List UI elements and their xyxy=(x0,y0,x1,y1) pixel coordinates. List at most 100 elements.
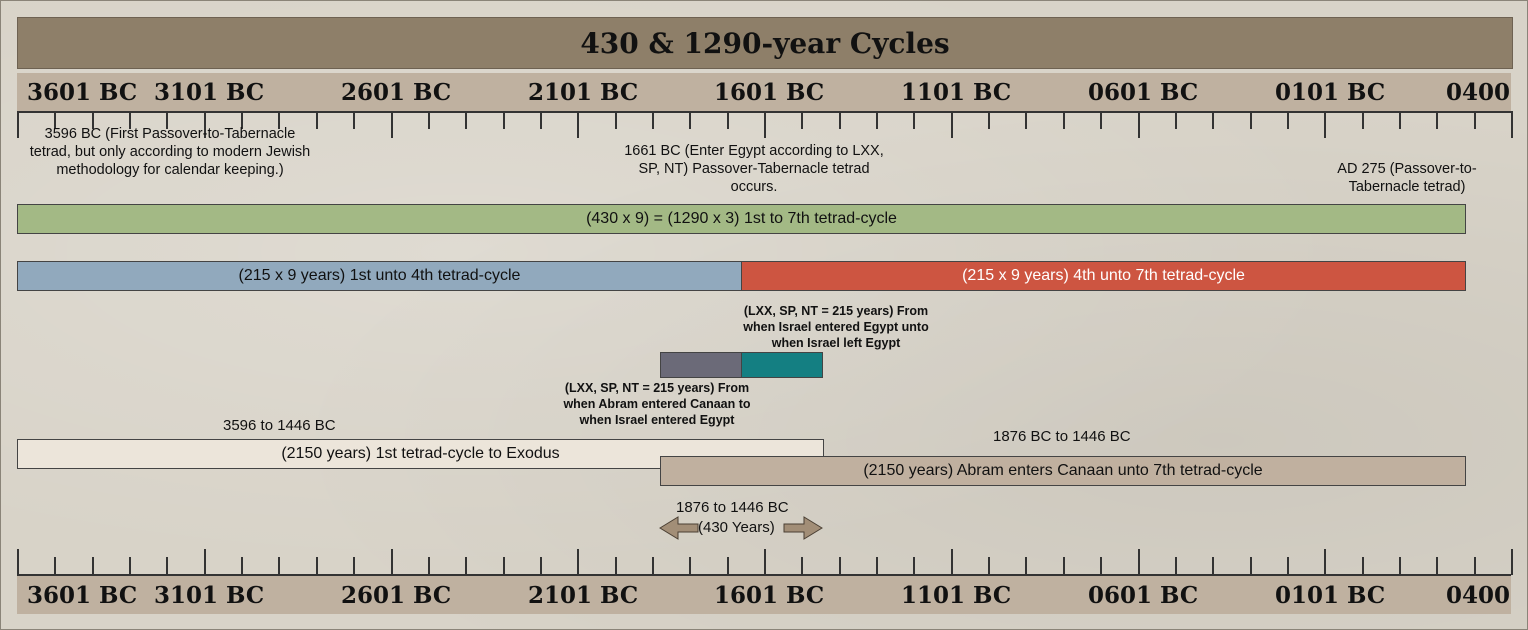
top-axis-tick xyxy=(1436,111,1438,129)
top-axis-tick xyxy=(764,111,766,138)
bottom-axis-tick xyxy=(876,557,878,575)
top-axis-tick xyxy=(129,111,131,129)
top-axis-tick xyxy=(1063,111,1065,129)
top-axis-tick xyxy=(1100,111,1102,129)
top-axis-tick xyxy=(278,111,280,129)
bottom-axis-tick xyxy=(1511,549,1513,575)
span-3596-label: 3596 to 1446 BC xyxy=(223,417,336,434)
top-axis-tick xyxy=(913,111,915,129)
bottom-axis-tick xyxy=(1324,549,1326,575)
exodus-bar-label: (2150 years) 1st tetrad-cycle to Exodus xyxy=(281,445,560,462)
top-axis-tick xyxy=(876,111,878,129)
bottom-axis-tick xyxy=(92,557,94,575)
top-axis-band: 3601 BC 3101 BC 2601 BC 2101 BC 1601 BC … xyxy=(17,73,1511,111)
bottom-axis-tick xyxy=(652,557,654,575)
bottom-axis-tick xyxy=(727,557,729,575)
top-axis-tick xyxy=(1511,111,1513,138)
full-cycle-bar-label: (430 x 9) = (1290 x 3) 1st to 7th tetrad… xyxy=(586,210,897,227)
bottom-axis-tick xyxy=(1250,557,1252,575)
abram-canaan-note: (LXX, SP, NT = 215 years) From when Abra… xyxy=(563,381,751,427)
bottom-axis-tick xyxy=(801,557,803,575)
top-axis-tick xyxy=(428,111,430,129)
top-axis-tick xyxy=(1399,111,1401,129)
top-axis-tick xyxy=(951,111,953,138)
span-1876-label: 1876 BC to 1446 BC xyxy=(993,428,1131,445)
top-axis-tick xyxy=(652,111,654,129)
bottom-axis-tick xyxy=(764,549,766,575)
bottom-axis-tick xyxy=(129,557,131,575)
israel-egypt-segment xyxy=(741,352,823,378)
bottom-axis-tick xyxy=(839,557,841,575)
bottom-axis-tick xyxy=(166,557,168,575)
bottom-axis-tick xyxy=(316,557,318,575)
top-axis-tick xyxy=(1212,111,1214,129)
top-axis-tick xyxy=(353,111,355,129)
ad275-note: AD 275 (Passover-to-Tabernacle tetrad) xyxy=(1337,161,1477,195)
top-axis-tick xyxy=(1175,111,1177,129)
top-axis-tick xyxy=(801,111,803,129)
bottom-axis-tick xyxy=(1212,557,1214,575)
top-axis-tick xyxy=(839,111,841,129)
top-axis-tick xyxy=(1138,111,1140,138)
bottom-axis-tick xyxy=(577,549,579,575)
enter-egypt-note: 1661 BC (Enter Egypt according to LXX, S… xyxy=(624,143,884,195)
bottom-axis-label-0101: 0101 BC xyxy=(1275,582,1386,609)
top-axis-tick xyxy=(1474,111,1476,129)
bottom-axis-tick xyxy=(1436,557,1438,575)
span-430-years: (430 Years) xyxy=(698,519,775,536)
first-half-bar-label: (215 x 9 years) 1st unto 4th tetrad-cycl… xyxy=(238,267,521,284)
bottom-axis-tick xyxy=(241,557,243,575)
top-axis-tick xyxy=(615,111,617,129)
bottom-axis-label-0601: 0601 BC xyxy=(1088,582,1199,609)
bottom-axis-tick xyxy=(503,557,505,575)
bottom-axis-label-0400: 0400 xyxy=(1446,582,1511,609)
top-axis-tick xyxy=(166,111,168,129)
top-axis-label-2601: 2601 BC xyxy=(341,79,452,106)
bottom-axis-tick xyxy=(17,549,19,575)
bottom-axis-tick xyxy=(913,557,915,575)
diagram-title: 430 & 1290-year Cycles xyxy=(17,17,1513,69)
bottom-axis-tick xyxy=(540,557,542,575)
bottom-axis-tick xyxy=(1063,557,1065,575)
top-axis-tick xyxy=(689,111,691,129)
top-axis-tick xyxy=(1025,111,1027,129)
abram-bar: (2150 years) Abram enters Canaan unto 7t… xyxy=(660,456,1466,486)
top-axis-tick xyxy=(204,111,206,138)
bottom-axis-tick xyxy=(988,557,990,575)
bottom-axis-tick xyxy=(1399,557,1401,575)
top-axis-tick xyxy=(1362,111,1364,129)
top-axis-tick xyxy=(1324,111,1326,138)
bottom-axis-tick xyxy=(1138,549,1140,575)
top-axis-label-2101: 2101 BC xyxy=(528,79,639,106)
top-axis-tick xyxy=(727,111,729,129)
bottom-axis-tick xyxy=(54,557,56,575)
bottom-axis-tick xyxy=(391,549,393,575)
second-half-bar-label: (215 x 9 years) 4th unto 7th tetrad-cycl… xyxy=(962,267,1245,284)
top-axis-tick xyxy=(577,111,579,138)
bottom-axis-tick xyxy=(204,549,206,575)
bottom-axis-label-2601: 2601 BC xyxy=(341,582,452,609)
top-axis-tick xyxy=(316,111,318,129)
abram-bar-label: (2150 years) Abram enters Canaan unto 7t… xyxy=(863,462,1263,479)
top-axis-tick xyxy=(1287,111,1289,129)
bottom-axis-label-1101: 1101 BC xyxy=(901,582,1012,609)
top-axis-label-0601: 0601 BC xyxy=(1088,79,1199,106)
top-axis-tick xyxy=(1250,111,1252,129)
israel-egypt-note: (LXX, SP, NT = 215 years) From when Isra… xyxy=(743,304,929,350)
bottom-axis-tick xyxy=(1474,557,1476,575)
bottom-axis-tick xyxy=(1287,557,1289,575)
top-axis-tick xyxy=(17,111,19,138)
bottom-axis-tick xyxy=(428,557,430,575)
top-axis-tick xyxy=(503,111,505,129)
bottom-axis-tick xyxy=(689,557,691,575)
top-axis-label-0400: 0400 xyxy=(1446,79,1511,106)
bottom-axis-band: 3601 BC 3101 BC 2601 BC 2101 BC 1601 BC … xyxy=(17,576,1511,614)
top-axis-label-3101: 3101 BC xyxy=(154,79,265,106)
bottom-axis-label-3601: 3601 BC xyxy=(27,582,138,609)
first-half-bar: (215 x 9 years) 1st unto 4th tetrad-cycl… xyxy=(17,261,742,291)
bottom-axis-tick xyxy=(1362,557,1364,575)
top-axis-tick xyxy=(92,111,94,129)
second-half-bar: (215 x 9 years) 4th unto 7th tetrad-cycl… xyxy=(741,261,1466,291)
top-axis-tick xyxy=(241,111,243,129)
bottom-axis-tick xyxy=(1025,557,1027,575)
